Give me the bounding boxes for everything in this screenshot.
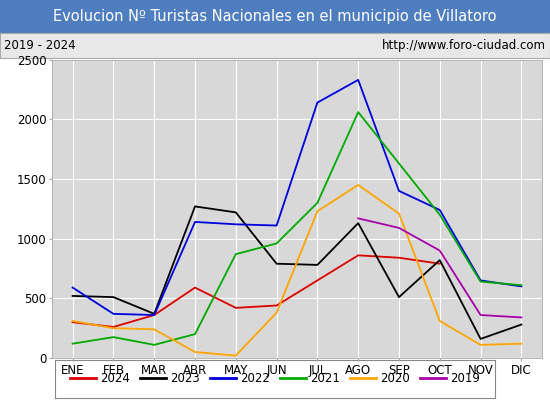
Text: Evolucion Nº Turistas Nacionales en el municipio de Villatoro: Evolucion Nº Turistas Nacionales en el m… bbox=[53, 9, 497, 24]
Legend: 2024, 2023, 2022, 2021, 2020, 2019: 2024, 2023, 2022, 2021, 2020, 2019 bbox=[65, 368, 485, 390]
Text: http://www.foro-ciudad.com: http://www.foro-ciudad.com bbox=[382, 39, 546, 52]
Text: 2019 - 2024: 2019 - 2024 bbox=[4, 39, 76, 52]
